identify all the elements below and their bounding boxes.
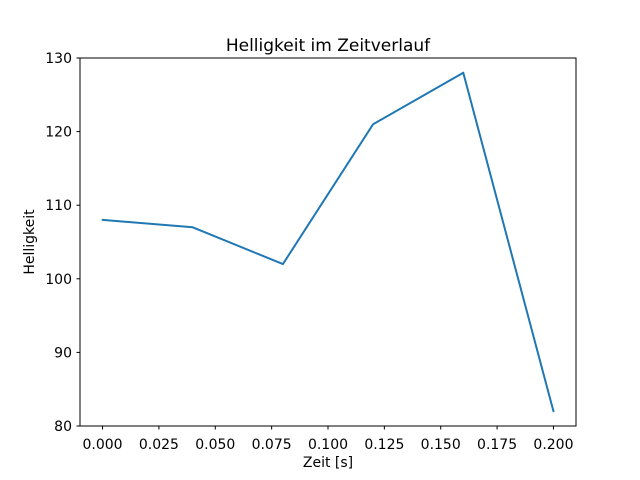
y-tick-label: 120 bbox=[45, 125, 72, 141]
x-tick-label: 0.075 bbox=[252, 437, 292, 453]
x-tick-label: 0.200 bbox=[533, 437, 573, 453]
y-tick-label: 80 bbox=[54, 419, 72, 435]
x-tick-label: 0.050 bbox=[195, 437, 235, 453]
chart-title: Helligkeit im Zeitverlauf bbox=[226, 36, 431, 56]
y-tick-label: 100 bbox=[45, 272, 72, 288]
data-line bbox=[101, 71, 555, 413]
y-tick-label: 130 bbox=[45, 51, 72, 67]
y-tick-label: 90 bbox=[54, 345, 72, 361]
axes-frame bbox=[79, 57, 577, 427]
y-axis-label: Helligkeit bbox=[22, 209, 38, 275]
x-tick-label: 0.000 bbox=[82, 437, 122, 453]
x-tick-label: 0.150 bbox=[421, 437, 461, 453]
y-tick-label: 110 bbox=[45, 198, 72, 214]
x-tick-label: 0.100 bbox=[308, 437, 348, 453]
x-axis-label: Zeit [s] bbox=[303, 455, 353, 471]
x-tick-label: 0.125 bbox=[364, 437, 404, 453]
x-tick-label: 0.175 bbox=[477, 437, 517, 453]
x-tick-label: 0.025 bbox=[139, 437, 179, 453]
